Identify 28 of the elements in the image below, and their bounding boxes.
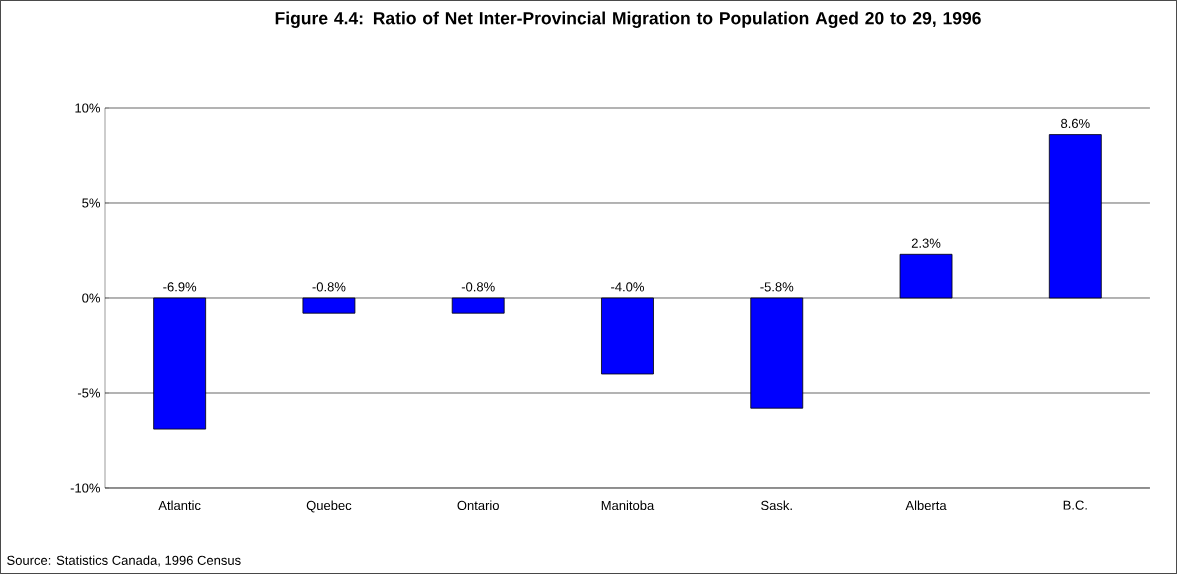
y-tick-label: -5% xyxy=(77,388,101,398)
y-tick-label: -10% xyxy=(70,483,101,493)
data-label: -5.8% xyxy=(760,282,794,292)
data-label: -6.9% xyxy=(163,282,197,292)
bar xyxy=(899,253,953,299)
bar xyxy=(302,297,356,314)
x-tick-label: Sask. xyxy=(761,500,792,511)
data-label: -0.8% xyxy=(312,282,346,292)
y-tick-label: 0% xyxy=(82,293,101,303)
source-note: Source: Statistics Canada, 1996 Census xyxy=(7,555,241,567)
y-tick-label: 10% xyxy=(75,103,101,113)
chart-title: Figure 4.4: Ratio of Net Inter-Provincial Migration to Population Aged 20 to 29, 1996 xyxy=(275,11,981,28)
data-label: -0.8% xyxy=(461,282,495,292)
data-label: 8.6% xyxy=(1061,118,1090,129)
x-tick-label: Alberta xyxy=(905,500,947,511)
x-tick-label: Quebec xyxy=(306,500,352,513)
x-tick-label: B.C. xyxy=(1063,500,1087,510)
data-label: 2.3% xyxy=(911,238,941,248)
data-label: -4.0% xyxy=(611,282,644,292)
x-tick-label: Manitoba xyxy=(601,500,655,511)
bar xyxy=(451,297,505,314)
x-tick-label: Atlantic xyxy=(158,500,201,511)
bar xyxy=(750,297,804,409)
x-tick-label: Ontario xyxy=(457,500,499,511)
y-tick-label: 5% xyxy=(82,198,101,208)
bar xyxy=(1048,134,1102,299)
bar xyxy=(153,297,207,430)
bar xyxy=(601,297,654,375)
